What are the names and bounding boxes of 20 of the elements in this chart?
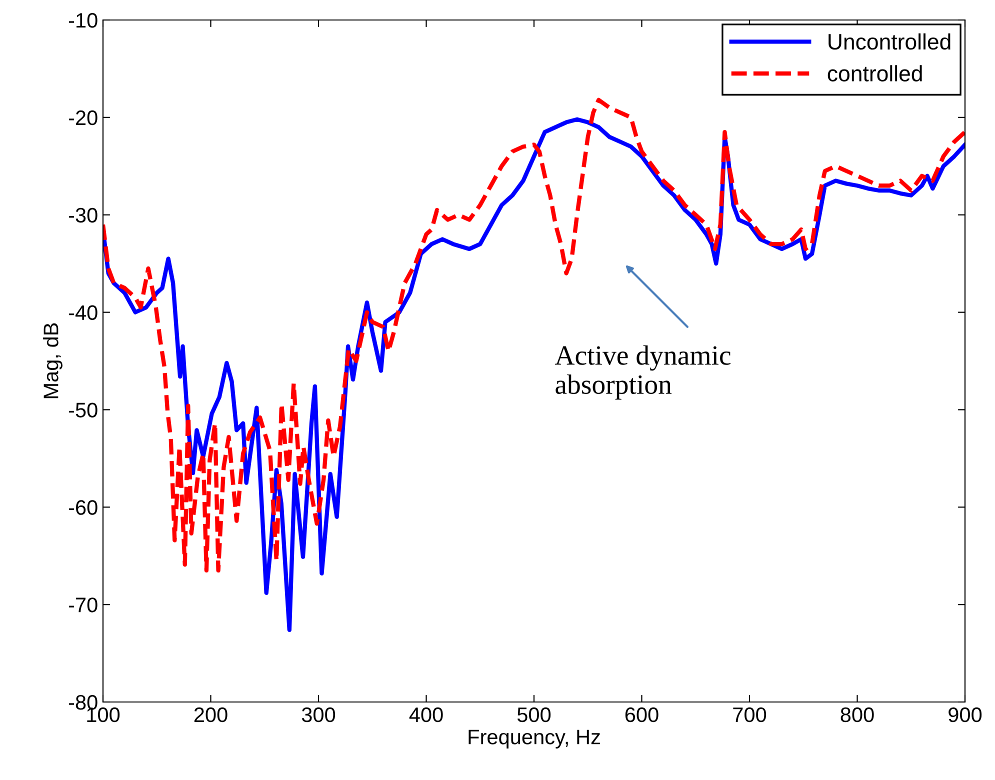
x-tick-label: 700 <box>733 707 766 722</box>
legend-label: controlled <box>828 65 922 82</box>
x-tick-label: 200 <box>194 707 228 722</box>
x-tick-label: 900 <box>948 707 982 722</box>
x-tick-label: 600 <box>625 707 658 722</box>
y-tick-label: -10 <box>68 13 98 28</box>
y-tick-label: -30 <box>68 208 98 223</box>
y-tick-label: -20 <box>68 110 98 126</box>
x-axis-title: Frequency, Hz <box>468 730 600 748</box>
y-tick-label: -70 <box>68 598 98 612</box>
x-tick-label: 300 <box>302 707 336 722</box>
legend-label: Uncontrolled <box>828 33 950 50</box>
annotation: Active dynamic absorption <box>554 345 730 400</box>
x-tick-label: 500 <box>517 707 551 722</box>
x-tick-label: 800 <box>840 707 874 722</box>
y-tick-label: -40 <box>68 305 98 320</box>
y-tick-label: -50 <box>68 402 98 418</box>
y-axis-title: Mag, dB <box>43 323 62 398</box>
y-tick-label: -60 <box>68 500 98 515</box>
x-tick-label: 400 <box>409 707 443 722</box>
